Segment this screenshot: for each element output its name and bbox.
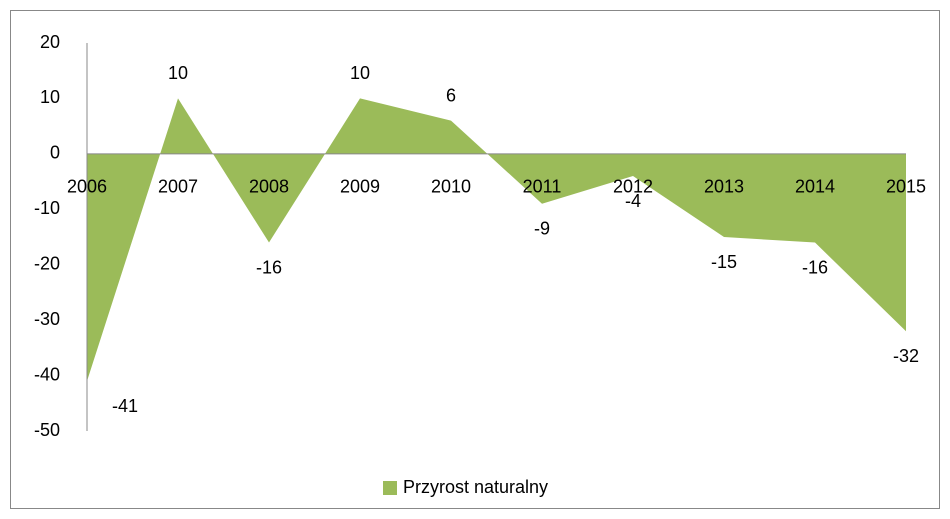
x-tick-label: 2007: [158, 177, 198, 197]
y-tick-label: 10: [40, 87, 60, 107]
y-tick-label: -30: [34, 309, 60, 329]
data-label: -16: [802, 257, 828, 277]
x-tick-label: 2012: [613, 177, 653, 197]
y-tick-label: 0: [50, 143, 60, 163]
data-label: -4: [625, 191, 641, 211]
legend-swatch: [383, 481, 397, 495]
data-label: -9: [534, 218, 550, 238]
area: [87, 98, 906, 382]
x-tick-label: 2010: [431, 177, 471, 197]
data-label: 10: [168, 63, 188, 83]
y-tick-label: -20: [34, 253, 60, 273]
data-label: 10: [350, 63, 370, 83]
data-label: -16: [256, 257, 282, 277]
x-tick-label: 2006: [67, 177, 107, 197]
chart-border: [10, 10, 940, 509]
x-tick-label: 2008: [249, 177, 289, 197]
x-tick-label: 2009: [340, 177, 380, 197]
x-tick-label: 2013: [704, 177, 744, 197]
legend-label: Przyrost naturalny: [403, 477, 548, 497]
x-tick-label: 2014: [795, 177, 835, 197]
y-tick-label: -10: [34, 198, 60, 218]
data-label: -15: [711, 252, 737, 272]
data-label: 6: [446, 85, 456, 105]
y-tick-label: -50: [34, 420, 60, 440]
data-label: -41: [112, 396, 138, 416]
x-tick-label: 2011: [523, 177, 562, 197]
y-tick-label: 20: [40, 32, 60, 52]
y-tick-label: -40: [34, 364, 60, 384]
data-label: -32: [893, 346, 919, 366]
x-tick-label: 2015: [886, 177, 926, 197]
